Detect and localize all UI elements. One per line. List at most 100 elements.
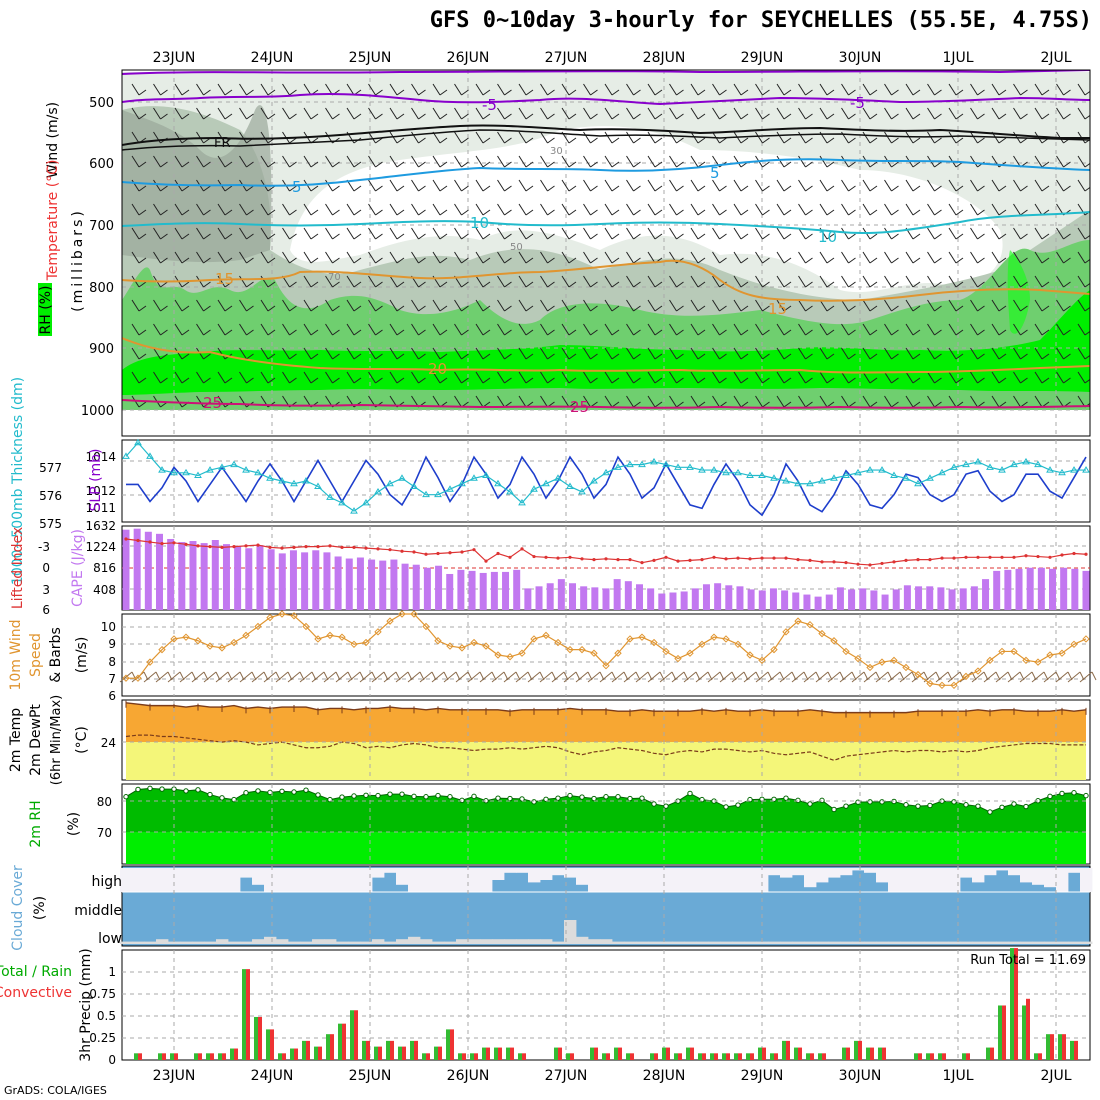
wind-barb [690, 155, 706, 168]
thickness-marker [254, 468, 262, 476]
cloud-low-bar [648, 941, 661, 944]
wind-barb [368, 227, 383, 240]
rh2m-marker [507, 795, 513, 802]
wind-barb [970, 83, 985, 96]
cloud-low-bar [708, 941, 721, 944]
cloud-high-gap [684, 868, 697, 892]
wind-barb [733, 227, 749, 240]
bottom-date-label: 30JUN [839, 1068, 882, 1084]
cloud-low-bar [888, 941, 901, 944]
wind-barb [798, 107, 813, 120]
wind-barb [239, 107, 254, 120]
wind-barb [905, 395, 921, 408]
wind-barb [518, 299, 534, 312]
wind10-marker [458, 644, 466, 652]
lifted-index-marker [472, 548, 476, 552]
wind-barb [991, 299, 1007, 312]
top-date-label: 30JUN [839, 50, 882, 66]
precip-convective-bar [1050, 1034, 1054, 1060]
cloud-low-bar [228, 941, 241, 944]
cloud-low-bar [180, 941, 193, 944]
wind-barb [1013, 323, 1028, 336]
label-five-b: 5 [710, 164, 720, 182]
wind10-marker [542, 631, 550, 640]
wind10-marker [170, 635, 178, 643]
cape-bar [312, 550, 320, 610]
cloud-low-bar [1008, 941, 1021, 944]
wind-barb [1056, 299, 1071, 312]
cape-bar [747, 589, 755, 610]
cloud-high-gap [660, 868, 673, 892]
wind-barb [411, 83, 426, 96]
thickness-marker [338, 498, 346, 506]
wind-barb [346, 275, 362, 288]
wind10-marker [326, 631, 334, 640]
wind-barb [862, 83, 878, 96]
lifted-index-marker [976, 555, 980, 559]
wind10-marker [602, 661, 610, 670]
cape-bar [602, 588, 610, 610]
wind-barb [991, 275, 1007, 288]
wind-barb [497, 83, 512, 96]
wind-barb [217, 251, 233, 264]
wind10-marker [530, 635, 538, 643]
precip-total-bar [782, 1040, 786, 1060]
thickness-marker [1058, 468, 1066, 476]
precip-total-bar [134, 1053, 138, 1060]
ylabel-wind-unit: (m/s) [74, 637, 90, 674]
cape-bar [379, 560, 387, 610]
wind10-marker [434, 637, 442, 645]
wind-barb [1056, 251, 1071, 264]
thickness-marker [1010, 460, 1018, 468]
thick-tick-575: 575 [39, 517, 62, 531]
rh2m-marker [783, 795, 789, 801]
contour-freezing [122, 124, 1090, 146]
wind10-marker [314, 635, 322, 643]
wind-barb [497, 131, 512, 144]
wind-barb [368, 347, 383, 360]
wind-barb [325, 203, 340, 216]
precip-convective-bar [378, 1046, 382, 1060]
wind10-marker [854, 654, 862, 663]
cape-bar [412, 564, 420, 610]
wind-barb [282, 155, 297, 168]
cloud-high-gap [456, 868, 469, 892]
wind-barb [239, 227, 254, 240]
rh2m-marker [291, 789, 297, 795]
lifted-index-marker [1048, 555, 1052, 559]
wind10-marker [1034, 658, 1042, 666]
lifted-index-marker [592, 558, 596, 562]
thickness-line [125, 441, 1086, 512]
cape-bar [222, 544, 230, 610]
lifted-index-marker [736, 556, 740, 560]
wind-barb [1056, 275, 1071, 288]
wind-barb [454, 83, 469, 96]
cloud-high-gap [996, 868, 1009, 871]
cloud-low-bar [624, 941, 637, 944]
cloud-low-bar [684, 941, 697, 944]
wind-barb [948, 371, 964, 384]
wind-barb [647, 107, 663, 120]
wind-barb [561, 347, 577, 360]
wind-barb [518, 371, 534, 384]
wind-barb [196, 227, 211, 240]
label-twentyfive-b: 25 [570, 398, 589, 416]
cloud-high-gap [156, 868, 169, 892]
cape-bar [211, 540, 219, 610]
wind-barb [196, 371, 211, 384]
wind10-marker [974, 667, 982, 675]
wind-barb [712, 179, 727, 192]
wind-barb [432, 227, 448, 240]
precip-total-bar [986, 1047, 990, 1060]
wind-barb [798, 179, 813, 192]
wind-barb [325, 155, 340, 168]
precip-total-bar [206, 1053, 210, 1060]
lifted-index-marker [856, 562, 860, 566]
cloud-high-gap [252, 868, 265, 885]
wind-barb [841, 323, 856, 336]
precip-convective-bar [966, 1053, 970, 1060]
wind-barb [368, 275, 383, 288]
wind-barb [733, 323, 749, 336]
precip-convective-bar [918, 1053, 922, 1060]
thickness-marker [1034, 460, 1042, 468]
